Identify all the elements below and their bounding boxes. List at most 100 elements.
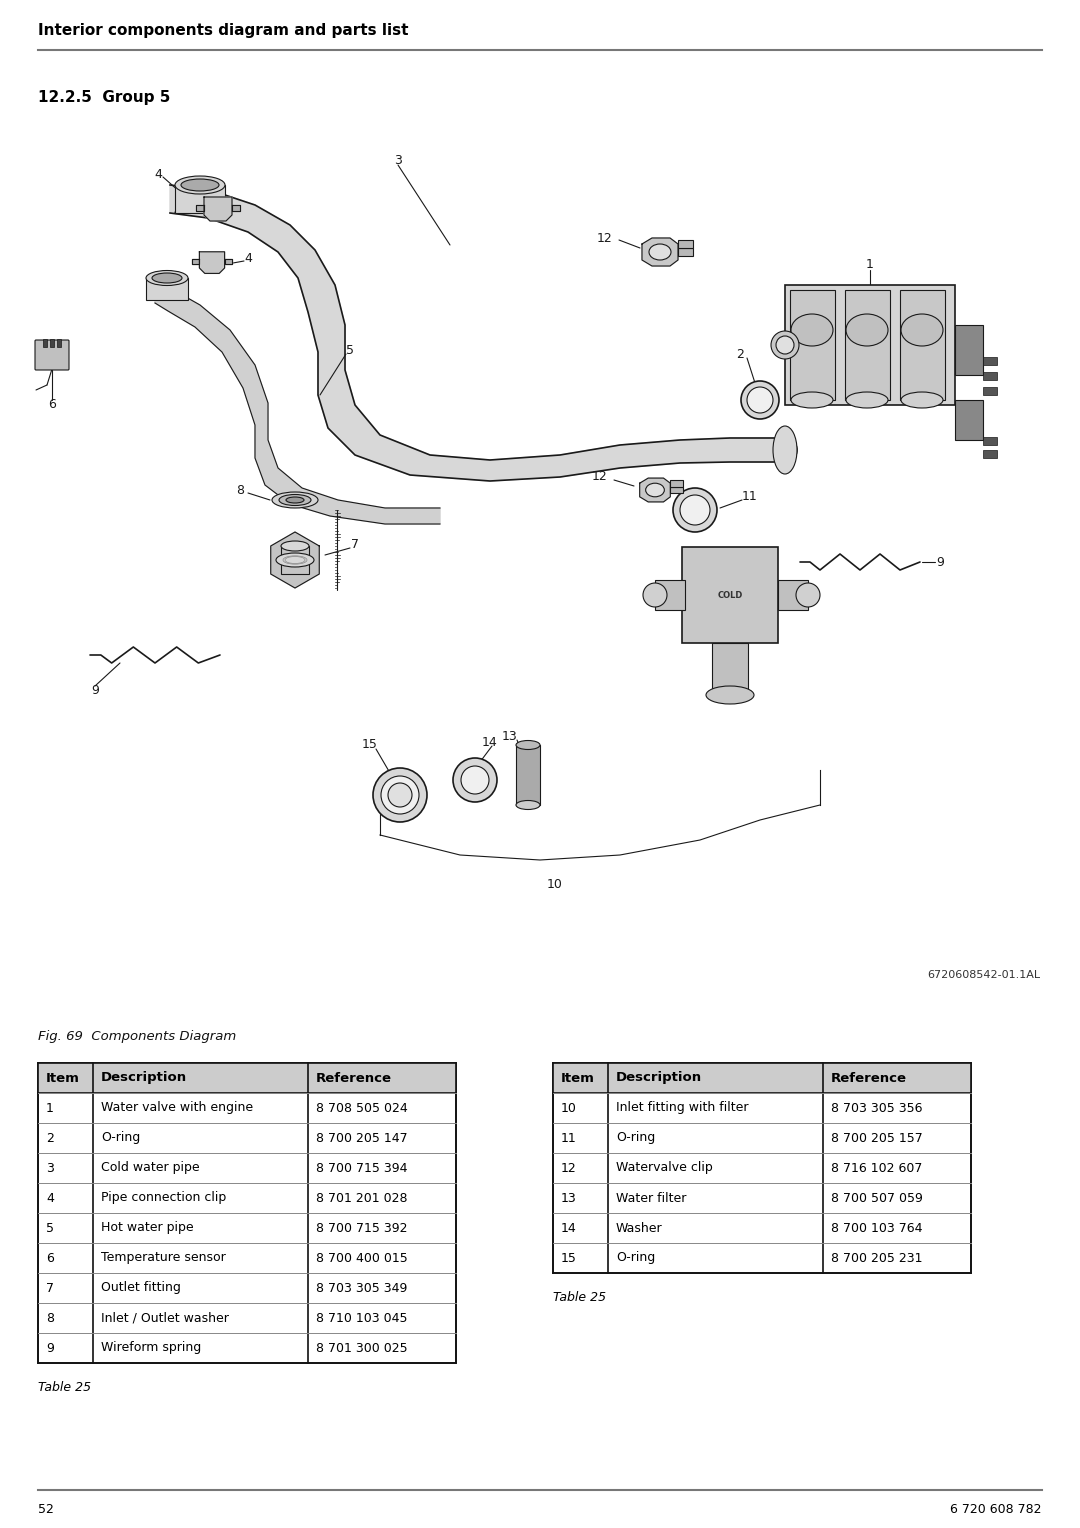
Text: Cold water pipe: Cold water pipe (102, 1161, 200, 1175)
Text: 12.2.5  Group 5: 12.2.5 Group 5 (38, 90, 171, 105)
Text: 7: 7 (351, 538, 359, 552)
Text: 9: 9 (46, 1342, 54, 1354)
Text: 7: 7 (46, 1282, 54, 1294)
Text: Table 25: Table 25 (38, 1381, 91, 1394)
Text: 6: 6 (46, 1251, 54, 1265)
Ellipse shape (181, 179, 219, 191)
Bar (778, 581, 808, 610)
Text: Fig. 69  Components Diagram: Fig. 69 Components Diagram (38, 1030, 237, 1044)
Bar (983, 371, 997, 380)
Text: 5: 5 (346, 344, 354, 356)
Ellipse shape (281, 541, 309, 552)
Text: 14: 14 (561, 1221, 577, 1235)
Ellipse shape (461, 766, 489, 795)
Bar (38, 1063, 456, 1093)
Bar (983, 358, 997, 365)
Bar (50, 339, 54, 347)
Text: 15: 15 (561, 1251, 577, 1265)
Ellipse shape (373, 769, 427, 822)
Text: Temperature sensor: Temperature sensor (102, 1251, 226, 1265)
Ellipse shape (453, 758, 497, 802)
Bar (681, 547, 778, 643)
Text: 10: 10 (548, 879, 563, 891)
Bar (654, 581, 685, 610)
Text: 10: 10 (561, 1102, 577, 1114)
Text: 12: 12 (592, 471, 608, 483)
Ellipse shape (673, 487, 717, 532)
Ellipse shape (706, 686, 754, 704)
Bar (712, 643, 748, 694)
Text: 8 700 205 147: 8 700 205 147 (316, 1132, 407, 1144)
Text: 13: 13 (561, 1192, 577, 1204)
Text: 8 701 201 028: 8 701 201 028 (316, 1192, 407, 1204)
Ellipse shape (643, 584, 667, 607)
Polygon shape (195, 205, 204, 211)
Text: 8 700 400 015: 8 700 400 015 (316, 1251, 408, 1265)
Text: 3: 3 (394, 153, 402, 167)
Text: 13: 13 (502, 730, 518, 744)
Ellipse shape (152, 274, 183, 283)
Polygon shape (200, 252, 225, 274)
Text: Pipe connection clip: Pipe connection clip (102, 1192, 226, 1204)
Text: Description: Description (102, 1071, 187, 1085)
Polygon shape (271, 532, 320, 588)
Ellipse shape (388, 782, 411, 807)
Ellipse shape (901, 313, 943, 345)
Ellipse shape (649, 244, 671, 260)
Ellipse shape (680, 495, 710, 526)
Text: 52: 52 (38, 1504, 54, 1516)
Text: Reference: Reference (831, 1071, 907, 1085)
Text: Reference: Reference (316, 1071, 392, 1085)
Text: Item: Item (46, 1071, 80, 1085)
Bar (281, 545, 309, 575)
Text: 8 700 103 764: 8 700 103 764 (831, 1221, 922, 1235)
Ellipse shape (791, 313, 833, 345)
Polygon shape (232, 205, 240, 211)
Text: 4: 4 (244, 252, 252, 264)
Text: O-ring: O-ring (616, 1132, 656, 1144)
Text: 11: 11 (742, 490, 758, 504)
Text: Hot water pipe: Hot water pipe (102, 1221, 193, 1235)
Text: Watervalve clip: Watervalve clip (616, 1161, 713, 1175)
Text: 6: 6 (49, 399, 56, 411)
Text: Table 25: Table 25 (553, 1291, 606, 1303)
Bar (38, 1063, 456, 1363)
Bar (175, 185, 225, 212)
Ellipse shape (791, 393, 833, 408)
Ellipse shape (175, 176, 225, 194)
Text: 8 701 300 025: 8 701 300 025 (316, 1342, 407, 1354)
Text: 2: 2 (46, 1132, 54, 1144)
Ellipse shape (771, 332, 799, 359)
Text: 5: 5 (46, 1221, 54, 1235)
Ellipse shape (846, 393, 888, 408)
Text: 2: 2 (737, 348, 744, 362)
Text: Water valve with engine: Water valve with engine (102, 1102, 253, 1114)
Polygon shape (170, 185, 780, 481)
Text: 8: 8 (46, 1311, 54, 1325)
Text: 1: 1 (866, 258, 874, 272)
Text: 4: 4 (154, 168, 162, 182)
Text: 8 710 103 045: 8 710 103 045 (316, 1311, 407, 1325)
Bar (678, 240, 693, 248)
Text: 8 703 305 356: 8 703 305 356 (831, 1102, 922, 1114)
Text: 8 716 102 607: 8 716 102 607 (831, 1161, 922, 1175)
Ellipse shape (773, 426, 797, 474)
Bar (57, 339, 60, 347)
Bar (43, 339, 48, 347)
Text: 8: 8 (237, 483, 244, 497)
Text: 9: 9 (936, 556, 944, 568)
Text: 4: 4 (46, 1192, 54, 1204)
Ellipse shape (272, 492, 318, 507)
Text: O-ring: O-ring (102, 1132, 140, 1144)
Bar (789, 290, 835, 400)
Ellipse shape (516, 801, 540, 810)
Text: 8 700 507 059: 8 700 507 059 (831, 1192, 923, 1204)
Bar (900, 290, 945, 400)
Ellipse shape (901, 393, 943, 408)
Bar (671, 486, 683, 494)
Bar (553, 1063, 971, 1273)
Ellipse shape (741, 380, 779, 419)
Text: 12: 12 (597, 232, 612, 244)
Bar (983, 387, 997, 396)
Ellipse shape (846, 313, 888, 345)
